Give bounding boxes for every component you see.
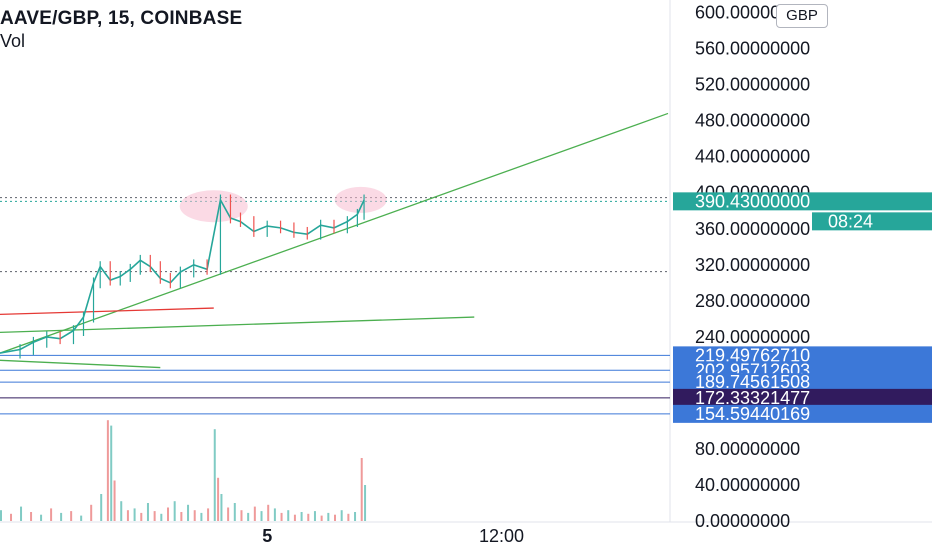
price-axis-tick-label: 480.00000000 bbox=[695, 111, 810, 131]
time-axis-tick-label: 5 bbox=[262, 526, 272, 546]
volume-bar bbox=[40, 514, 43, 521]
currency-button[interactable]: GBP bbox=[776, 4, 828, 28]
volume-bar bbox=[110, 425, 113, 521]
volume-axis-tick-label: 80.00000000 bbox=[695, 439, 800, 459]
volume-bar bbox=[133, 508, 136, 521]
volume-bar bbox=[364, 485, 367, 521]
volume-bar bbox=[207, 508, 210, 521]
volume-bar bbox=[70, 511, 73, 521]
volume-bar bbox=[80, 515, 83, 521]
volume-bar bbox=[227, 507, 230, 521]
volume-bar bbox=[280, 512, 283, 521]
highlight-ellipse[interactable] bbox=[179, 190, 248, 223]
volume-bar bbox=[273, 508, 276, 521]
volume-bar bbox=[180, 512, 183, 521]
highlight-ellipse[interactable] bbox=[334, 186, 387, 213]
price-tag[interactable] bbox=[673, 388, 932, 407]
volume-bar bbox=[10, 513, 13, 521]
volume-bar bbox=[340, 510, 343, 521]
trend-line[interactable] bbox=[0, 359, 161, 369]
price-tag-label: 154.59440169 bbox=[695, 404, 810, 424]
volume-bar bbox=[200, 512, 203, 521]
volume-bar bbox=[354, 512, 357, 521]
trend-line[interactable] bbox=[0, 307, 214, 316]
symbol-title[interactable]: AAVE/GBP, 15, COINBASE bbox=[0, 8, 243, 29]
volume-bar bbox=[300, 512, 303, 521]
price-axis-tick-label: 440.00000000 bbox=[695, 147, 810, 167]
volume-bar bbox=[120, 501, 123, 521]
volume-bar bbox=[267, 504, 270, 521]
price-tag[interactable] bbox=[673, 404, 932, 423]
price-axis-tick-label: 360.00000000 bbox=[695, 219, 810, 239]
chart-legend: AAVE/GBP, 15, COINBASE Vol bbox=[0, 8, 242, 52]
volume-bar bbox=[153, 511, 156, 521]
countdown-label: 08:24 bbox=[828, 211, 873, 231]
volume-bar bbox=[233, 503, 236, 521]
trend-line[interactable] bbox=[0, 316, 475, 334]
volume-bar bbox=[253, 506, 256, 521]
volume-bar bbox=[220, 494, 223, 521]
volume-bar bbox=[90, 504, 93, 521]
volume-bar bbox=[140, 512, 143, 521]
price-axis-tick-label: 560.00000000 bbox=[695, 39, 810, 59]
volume-bar bbox=[313, 511, 316, 521]
volume-bar bbox=[187, 504, 190, 521]
volume-bar bbox=[30, 512, 33, 521]
price-tag[interactable] bbox=[673, 373, 932, 392]
price-axis-tick-label: 280.00000000 bbox=[695, 291, 810, 311]
price-tag-label: 172.33321477 bbox=[695, 388, 810, 408]
volume-bar bbox=[293, 514, 296, 521]
volume-indicator-label[interactable]: Vol bbox=[0, 31, 26, 51]
price-tag[interactable] bbox=[673, 346, 932, 365]
price-axis-tick-label: 320.00000000 bbox=[695, 255, 810, 275]
price-tag[interactable] bbox=[673, 192, 932, 211]
volume-bar bbox=[217, 477, 220, 521]
volume-bar bbox=[347, 513, 350, 521]
volume-bar bbox=[307, 513, 310, 521]
volume-bar bbox=[60, 512, 63, 521]
price-tag-label: 219.49762710 bbox=[695, 345, 810, 365]
volume-bar bbox=[160, 513, 163, 521]
price-tag-label: 390.43000000 bbox=[695, 191, 810, 211]
volume-bar bbox=[260, 511, 263, 521]
volume-axis-tick-label: 40.00000000 bbox=[695, 475, 800, 495]
volume-bar bbox=[126, 510, 129, 521]
volume-bar bbox=[334, 514, 336, 521]
volume-bar bbox=[0, 510, 2, 521]
volume-bar bbox=[50, 508, 53, 521]
volume-bar bbox=[100, 494, 103, 521]
volume-bar bbox=[173, 501, 176, 521]
countdown-tag bbox=[812, 212, 932, 231]
volume-bar bbox=[113, 480, 116, 521]
volume-bar bbox=[146, 503, 149, 521]
price-axis-tick-label: 520.00000000 bbox=[695, 75, 810, 95]
volume-bar bbox=[320, 515, 323, 521]
volume-bar bbox=[360, 458, 363, 521]
volume-bar bbox=[327, 512, 330, 521]
volume-bar bbox=[167, 507, 169, 521]
volume-axis-tick-label: 0.00000000 bbox=[695, 511, 790, 531]
price-axis-tick-label: 240.00000000 bbox=[695, 327, 810, 347]
volume-bar bbox=[106, 420, 109, 521]
time-axis-tick-label: 12:00 bbox=[479, 526, 524, 546]
volume-bar bbox=[213, 429, 216, 521]
volume-bar bbox=[240, 510, 243, 521]
volume-bar bbox=[193, 510, 196, 521]
volume-bar bbox=[247, 512, 250, 521]
price-series[interactable] bbox=[0, 197, 365, 354]
price-tag-label: 189.74561508 bbox=[695, 372, 810, 392]
volume-bar bbox=[287, 510, 290, 521]
volume-bar bbox=[20, 506, 23, 521]
